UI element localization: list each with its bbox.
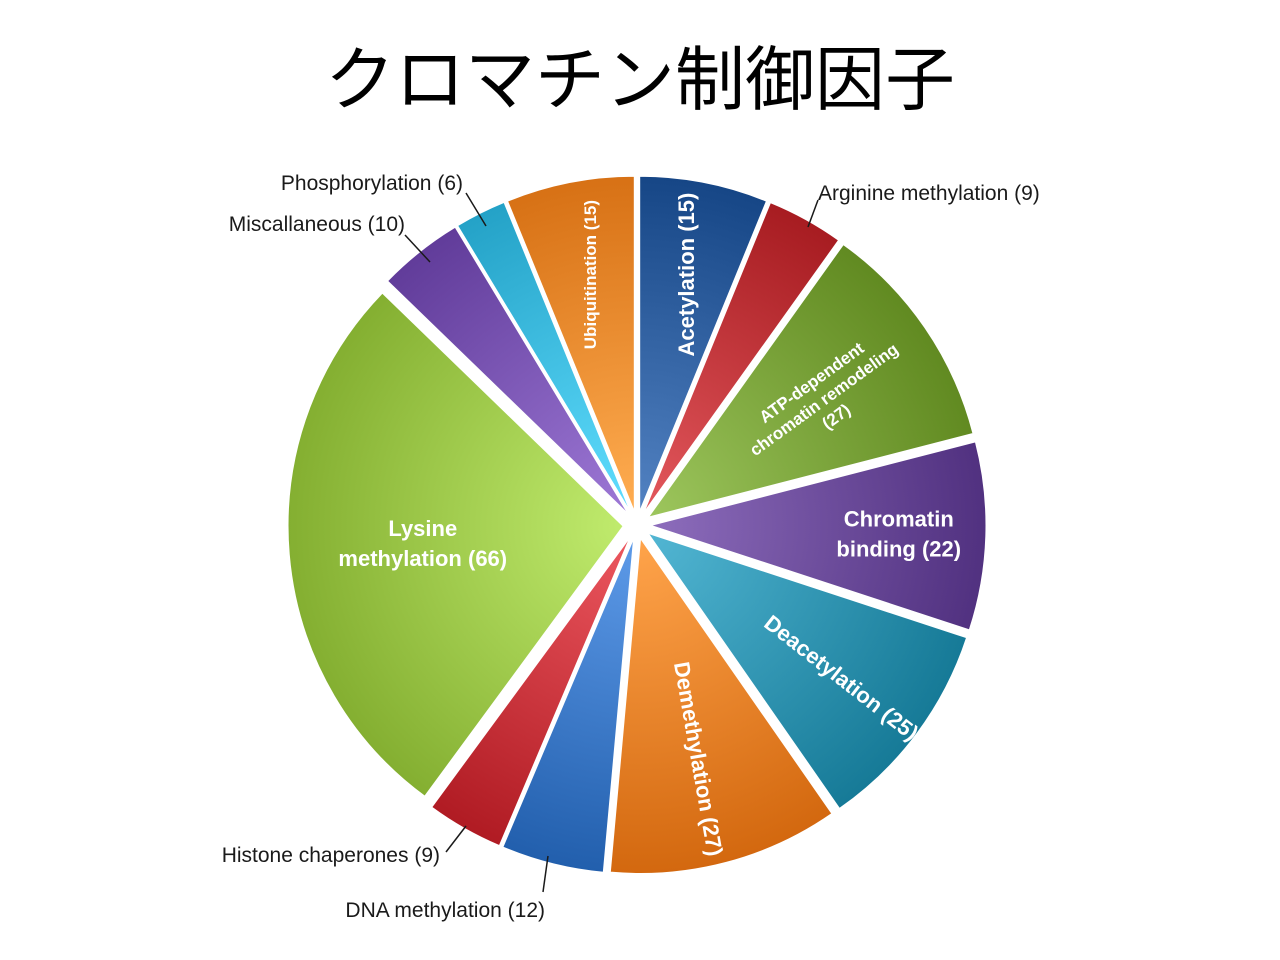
slice-label-acetylation: Acetylation (15)	[674, 193, 699, 357]
pie-slice-lysine-methylation	[287, 292, 624, 797]
leader-line-miscallaneous	[404, 234, 431, 263]
pie-slice-ubiquitination	[506, 175, 635, 512]
leader-line-dna-methylation	[542, 855, 549, 893]
pie-slice-deacetylation	[646, 532, 968, 810]
slice-label-ubiquitination: Ubiquitination (15)	[581, 200, 600, 349]
leader-line-arginine-methylation	[807, 199, 819, 228]
pie-slice-miscallaneous	[386, 226, 629, 515]
pie-slice-acetylation	[639, 175, 768, 512]
slice-label-lysine-methylation: Lysine methylation (66)	[338, 516, 507, 571]
slice-label-dna-methylation: DNA methylation (12)	[345, 899, 545, 922]
pie-slice-dna-methylation	[502, 538, 635, 873]
pie-slice-arginine-methylation	[643, 201, 840, 514]
leader-line-phosphorylation	[465, 192, 487, 227]
slice-label-chromatin-binding: Chromatin binding (22)	[836, 506, 961, 561]
pie-slice-chromatin-binding	[649, 441, 987, 631]
pie-slice-phosphorylation	[456, 201, 632, 513]
slice-label-miscallaneous: Miscallaneous (10)	[229, 213, 405, 236]
pie-slice-atp-dependent-chromatin-remodeling	[647, 243, 974, 518]
slice-label-arginine-methylation: Arginine methylation (9)	[818, 182, 1040, 205]
pie-slice-demethylation	[609, 537, 833, 875]
slice-label-histone-chaperones: Histone chaperones (9)	[222, 844, 440, 867]
leader-line-histone-chaperones	[445, 825, 467, 853]
slide-title: クロマチン制御因子	[325, 39, 955, 121]
slice-label-phosphorylation: Phosphorylation (6)	[281, 172, 463, 195]
